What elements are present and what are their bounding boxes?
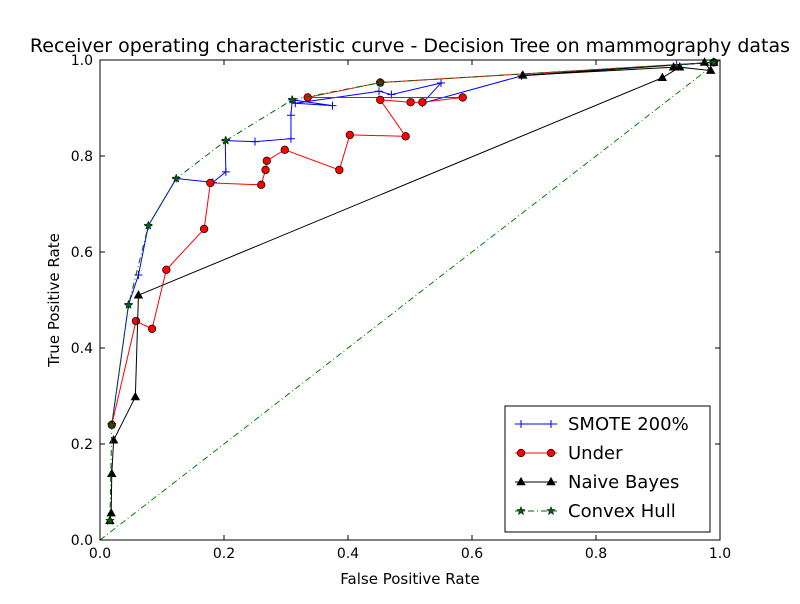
data-point-under bbox=[280, 145, 289, 154]
data-point-under bbox=[335, 165, 344, 175]
data-point-naive-bayes bbox=[107, 468, 117, 478]
data-point-smote-200 bbox=[437, 79, 445, 88]
y-tick-label: 0.8 bbox=[71, 149, 93, 165]
data-point-under bbox=[401, 132, 410, 141]
data-point-naive-bayes bbox=[657, 72, 668, 82]
data-point-convex-hull bbox=[171, 173, 182, 183]
x-tick-label: 0.6 bbox=[461, 546, 483, 562]
x-tick-label: 0.0 bbox=[89, 546, 111, 562]
x-tick-label: 0.8 bbox=[585, 546, 607, 562]
legend-marker-convex-hull bbox=[516, 505, 526, 516]
data-point-convex-hull bbox=[105, 515, 115, 525]
x-axis-label: False Positive Rate bbox=[340, 570, 479, 588]
data-point-naive-bayes bbox=[705, 65, 716, 74]
data-point-under bbox=[262, 156, 271, 165]
data-point-convex-hull bbox=[375, 77, 386, 87]
legend: SMOTE 200% Under Naive Bayes Convex Hull bbox=[504, 405, 711, 533]
y-tick-label: 0.4 bbox=[71, 341, 93, 357]
y-tick-label: 0.0 bbox=[71, 533, 93, 549]
y-tick-label: 0.6 bbox=[71, 245, 93, 261]
data-point-under bbox=[261, 165, 270, 175]
axis-ticks: 0.0 0.2 0.4 0.6 0.8 1.0 0.0 0.2 0.4 0.6 0.8 1.0 bbox=[71, 53, 731, 562]
data-point-convex-hull bbox=[106, 419, 117, 429]
data-point-naive-bayes bbox=[106, 508, 116, 517]
y-tick-label: 0.2 bbox=[71, 437, 93, 453]
y-tick-label: 1.0 bbox=[71, 53, 93, 69]
axes-frame bbox=[99, 59, 721, 541]
data-point-under bbox=[162, 265, 171, 274]
legend-box bbox=[504, 405, 711, 533]
data-point-smote-200 bbox=[221, 167, 230, 176]
data-point-convex-hull bbox=[221, 135, 231, 145]
legend-marker-smote-200 bbox=[517, 420, 525, 428]
x-tick-label: 0.4 bbox=[337, 546, 359, 562]
x-tick-label: 1.0 bbox=[709, 546, 731, 562]
data-point-convex-hull bbox=[123, 299, 134, 309]
data-point-under bbox=[376, 95, 385, 104]
legend-marker-under bbox=[546, 448, 556, 458]
data-point-under bbox=[147, 324, 157, 333]
legend-marker-convex-hull bbox=[546, 505, 556, 516]
data-point-under bbox=[303, 93, 312, 102]
x-tick-label: 0.2 bbox=[213, 546, 235, 562]
legend-label-naive-bayes: Naive Bayes bbox=[568, 472, 679, 493]
data-point-under bbox=[131, 316, 141, 326]
data-point-under bbox=[345, 130, 355, 140]
data-point-naive-bayes bbox=[130, 391, 141, 401]
series-convex-hull bbox=[105, 57, 719, 525]
legend-marker-naive-bayes bbox=[546, 476, 556, 486]
data-point-naive-bayes bbox=[518, 70, 528, 79]
data-point-smote-200 bbox=[291, 99, 300, 108]
legend-label-under: Under bbox=[568, 443, 623, 464]
data-point-naive-bayes bbox=[133, 290, 144, 299]
data-point-naive-bayes bbox=[668, 62, 679, 71]
data-point-convex-hull bbox=[287, 94, 298, 104]
data-point-convex-hull bbox=[708, 57, 719, 67]
data-point-under bbox=[200, 224, 209, 234]
data-point-convex-hull bbox=[143, 220, 154, 230]
legend-label-smote-200: SMOTE 200% bbox=[568, 414, 689, 435]
data-point-under bbox=[418, 98, 427, 107]
data-point-smote-200 bbox=[251, 137, 259, 146]
data-point-under bbox=[257, 180, 266, 189]
y-axis-label: True Positive Rate bbox=[45, 233, 63, 368]
series-line-under bbox=[111, 61, 714, 425]
data-point-smote-200 bbox=[375, 87, 383, 96]
data-point-smote-200 bbox=[286, 111, 295, 120]
legend-marker-naive-bayes bbox=[516, 476, 526, 486]
data-point-smote-200 bbox=[328, 101, 337, 110]
legend-marker-under bbox=[516, 448, 526, 458]
data-point-smote-200 bbox=[286, 134, 295, 143]
data-point-under bbox=[406, 98, 415, 107]
plot-area bbox=[99, 57, 721, 541]
reference-diagonal-line bbox=[99, 59, 721, 541]
data-point-under bbox=[206, 178, 215, 188]
legend-marker-smote-200 bbox=[547, 420, 555, 428]
chart-title: Receiver operating characteristic curve … bbox=[30, 35, 790, 57]
legend-label-convex-hull: Convex Hull bbox=[568, 501, 676, 522]
data-point-naive-bayes bbox=[674, 62, 685, 71]
data-point-under bbox=[458, 93, 467, 102]
